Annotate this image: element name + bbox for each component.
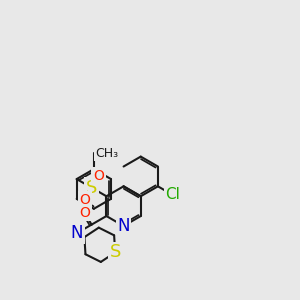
- Text: CH₃: CH₃: [95, 147, 119, 160]
- Text: O: O: [93, 169, 104, 183]
- Text: S: S: [86, 178, 97, 196]
- Text: O: O: [79, 206, 90, 220]
- Text: N: N: [70, 224, 83, 242]
- Text: O: O: [79, 193, 90, 207]
- Text: Cl: Cl: [165, 188, 180, 202]
- Text: N: N: [117, 217, 130, 235]
- Text: S: S: [110, 244, 121, 262]
